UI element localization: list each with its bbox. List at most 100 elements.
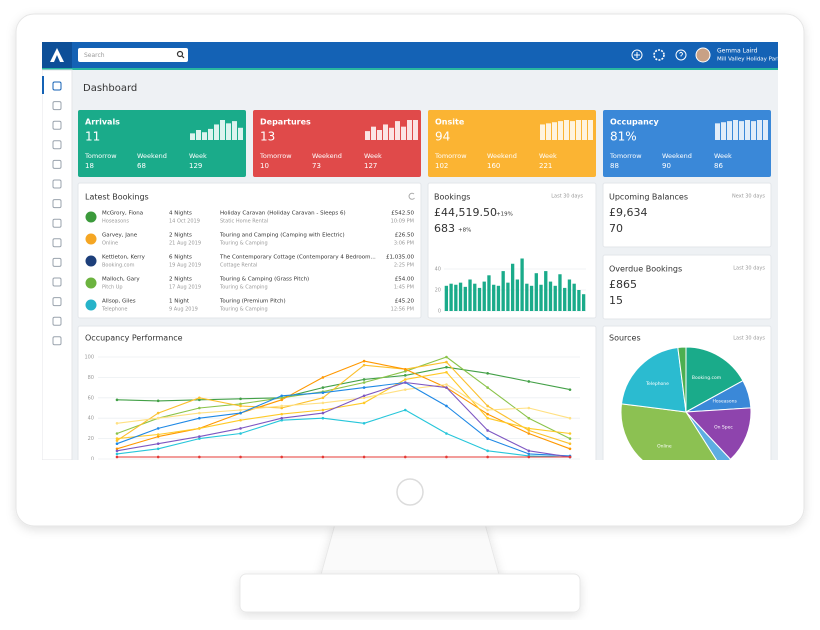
amount-change: +19% xyxy=(496,212,513,218)
bookings-bar xyxy=(539,284,543,311)
occupancy-line xyxy=(116,409,571,458)
line-point xyxy=(321,408,325,412)
booking-amount: £542.50 xyxy=(391,211,414,217)
sidebar-icon[interactable] xyxy=(52,159,62,169)
bookings-bar xyxy=(529,285,534,311)
stat-card xyxy=(253,110,421,177)
stat-spark-bar xyxy=(389,127,394,140)
source-logo xyxy=(85,211,97,223)
line-point xyxy=(527,427,531,430)
sidebar-icon[interactable] xyxy=(52,238,62,248)
sidebar-icon[interactable] xyxy=(52,179,62,189)
user-avatar[interactable] xyxy=(695,47,711,63)
sidebar-icon[interactable] xyxy=(52,336,62,346)
line-point xyxy=(486,412,489,416)
line-point xyxy=(527,406,531,410)
line-point xyxy=(568,388,572,391)
line-point xyxy=(321,401,325,405)
line-point xyxy=(568,416,572,420)
bookings-bar xyxy=(473,283,477,311)
line-point xyxy=(239,402,242,406)
booking-date: 21 Aug 2019 xyxy=(169,241,201,247)
unit-type: Static Home Rental xyxy=(220,219,268,225)
line-point xyxy=(568,447,572,451)
line-point xyxy=(445,386,448,389)
sidebar-icon[interactable] xyxy=(52,297,62,307)
sidebar-icon[interactable] xyxy=(52,218,62,228)
booking-time: 2:25 PM xyxy=(394,263,414,269)
line-point xyxy=(115,455,119,459)
stat-spark-bar xyxy=(721,122,726,140)
search-box[interactable] xyxy=(78,48,188,62)
source-logo xyxy=(85,233,97,245)
sidebar-icon[interactable] xyxy=(52,120,62,130)
stat-value: 11 xyxy=(85,130,100,144)
line-point xyxy=(486,429,489,432)
sidebar-icon[interactable] xyxy=(52,257,62,267)
stat-spark-bar xyxy=(395,121,400,140)
line-point xyxy=(445,383,448,386)
refresh-icon[interactable] xyxy=(408,192,415,200)
line-point xyxy=(321,416,325,420)
line-point xyxy=(280,455,284,459)
y-tick-label: 0 xyxy=(91,457,94,463)
unit-type: Cottage Rental xyxy=(220,263,257,269)
stat-spark-bar xyxy=(214,124,219,140)
line-point xyxy=(486,449,489,453)
line-point xyxy=(156,447,160,451)
stat-number: 221 xyxy=(539,162,552,170)
y-tick-label: 40 xyxy=(435,267,441,273)
stat-spark-bar xyxy=(745,120,750,140)
y-tick-label: 60 xyxy=(88,395,94,401)
settings-button[interactable] xyxy=(653,49,665,61)
line-point xyxy=(362,381,366,384)
sidebar-icon[interactable] xyxy=(52,316,62,326)
y-tick-label: 40 xyxy=(88,416,94,422)
sidebar-icon[interactable] xyxy=(52,81,62,91)
line-point xyxy=(362,394,366,398)
card-title: Latest Bookings xyxy=(85,193,149,202)
line-point xyxy=(239,404,242,408)
line-point xyxy=(362,396,366,400)
line-point xyxy=(156,427,160,430)
pie-label: On Spec xyxy=(714,424,733,430)
user-name: Gemma Laird xyxy=(717,48,758,55)
stat-title: Occupancy xyxy=(610,118,660,127)
nights: 4 Nights xyxy=(169,211,192,217)
line-point xyxy=(486,404,489,408)
add-button[interactable] xyxy=(631,49,643,61)
line-point xyxy=(486,408,489,412)
help-button[interactable] xyxy=(675,49,687,61)
stat-number: 160 xyxy=(487,162,500,170)
line-point xyxy=(156,433,160,436)
nights: 2 Nights xyxy=(169,277,192,283)
bookings-bar xyxy=(525,283,529,311)
line-point xyxy=(527,380,531,383)
nights: 6 Nights xyxy=(169,255,192,261)
booking-source: Online xyxy=(102,241,118,247)
line-point xyxy=(239,455,242,459)
content: Arrivals 11 Tomorrow 18 Weekend 68 Week 129 Depa… xyxy=(52,81,772,463)
line-point xyxy=(198,398,201,402)
search-icon[interactable] xyxy=(176,50,184,58)
sidebar-icon[interactable] xyxy=(52,140,62,150)
line-point xyxy=(403,378,407,381)
booking-date: 9 Aug 2019 xyxy=(169,307,198,313)
pie-slice xyxy=(685,411,732,460)
line-point xyxy=(527,432,531,435)
sidebar-icon[interactable] xyxy=(52,101,62,111)
sidebar-icon[interactable] xyxy=(52,277,62,287)
line-point xyxy=(362,363,366,367)
sidebar-icon[interactable] xyxy=(52,199,62,209)
line-point xyxy=(362,359,366,363)
stat-spark-bar xyxy=(371,126,376,140)
stat-spark-bar xyxy=(558,121,563,140)
unit-name: Touring (Premium Pitch) xyxy=(219,299,286,305)
stat-number: 68 xyxy=(137,162,146,170)
stat-spark-bar xyxy=(546,123,551,140)
bookings-bar xyxy=(506,282,510,311)
bookings-bar xyxy=(544,271,548,311)
occupancy-line xyxy=(116,381,571,457)
